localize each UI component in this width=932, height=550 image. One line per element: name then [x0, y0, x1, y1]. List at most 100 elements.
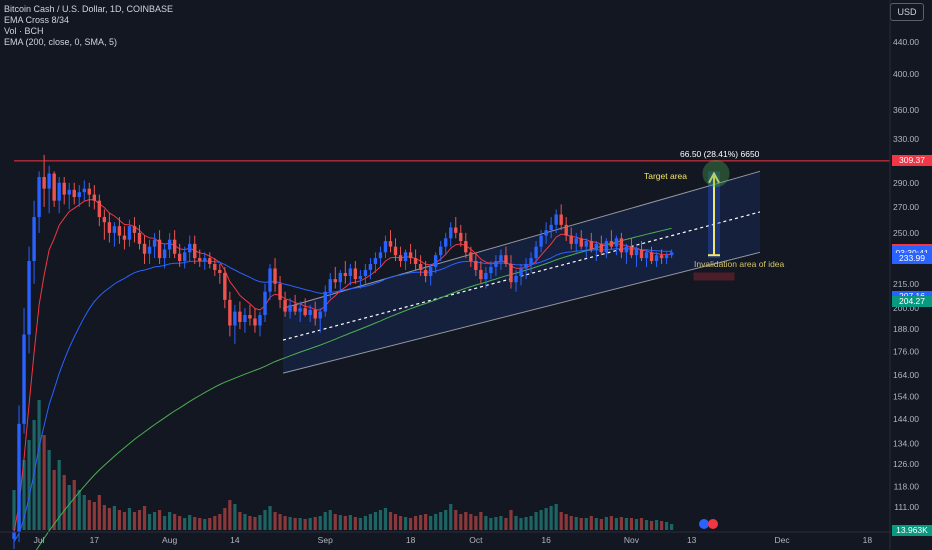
volume-bar — [398, 516, 403, 530]
volume-bar — [313, 517, 317, 530]
price-tick-label: 215.00 — [893, 279, 919, 289]
event-icon — [708, 519, 718, 529]
volume-bar — [403, 517, 408, 530]
candle-body — [564, 224, 568, 236]
candle-body — [634, 249, 639, 256]
price-tick-label: 250.00 — [893, 228, 919, 238]
channel-lower — [282, 251, 761, 374]
price-tick-label: 290.00 — [893, 178, 919, 188]
candle-body — [127, 226, 132, 240]
candle-body — [614, 238, 619, 247]
candle-body — [594, 243, 599, 250]
volume-bar — [504, 518, 508, 530]
volume-bar — [263, 510, 267, 530]
volume-bar — [278, 514, 282, 530]
candle-body — [263, 291, 267, 316]
volume-bar — [223, 508, 227, 530]
candle-body — [32, 217, 36, 262]
candle-body — [12, 532, 16, 539]
candle-body — [449, 227, 453, 239]
volume-bar — [514, 516, 518, 530]
candle-body — [524, 263, 528, 269]
volume-bar — [419, 515, 423, 530]
price-tag: 13.963K — [892, 525, 932, 537]
legend-ema-cross[interactable]: EMA Cross 8/34 — [4, 15, 70, 25]
time-tick-label: 18 — [863, 535, 873, 545]
volume-bar — [604, 517, 608, 530]
legend-volume[interactable]: Vol · BCH — [4, 26, 44, 36]
candle-body — [238, 311, 242, 322]
legend-ema200[interactable]: EMA (200, close, 0, SMA, 5) — [4, 37, 118, 47]
time-tick-label: Jul — [34, 535, 45, 545]
time-axis[interactable]: Jul 17 Aug 14 Sep 18 Oct 16 Nov 13 Dec 18 — [0, 531, 932, 545]
volume-bar — [534, 512, 538, 530]
candle-body — [494, 261, 498, 267]
target-area-label: Target area — [644, 171, 687, 181]
annotations[interactable]: 66.50 (28.41%) 6650 Target area Invalidati… — [14, 149, 890, 529]
candle-body — [469, 252, 473, 262]
target-arrow-head — [708, 171, 720, 184]
candle-body — [609, 241, 614, 247]
candle-body — [413, 258, 418, 264]
candle-body — [644, 252, 649, 259]
candle-body — [373, 258, 378, 264]
volume-bar — [52, 470, 56, 530]
candle-body — [172, 239, 177, 254]
volume-bar — [173, 514, 177, 530]
volume-bar — [12, 490, 16, 530]
volume-bar — [308, 518, 312, 530]
volume-bar — [539, 510, 543, 530]
price-axis[interactable]: 440.00 400.00 360.00 330.00 290.00 270.00 250.… — [889, 0, 919, 550]
ema-lines — [13, 199, 672, 550]
volume-bar — [318, 516, 322, 530]
volume-bar — [569, 516, 573, 530]
volume-bar — [383, 508, 388, 530]
time-tick-label: Sep — [318, 535, 333, 545]
volume-bar — [142, 506, 147, 530]
candle-body — [313, 309, 317, 319]
candle-body — [554, 214, 558, 225]
volume-bar — [449, 504, 453, 530]
volume-bar — [619, 517, 624, 530]
volume-bar — [122, 512, 127, 530]
price-tick-label: 400.00 — [893, 69, 919, 79]
price-tick-label: 134.00 — [893, 438, 919, 448]
volume-bar — [198, 518, 202, 530]
candle-body — [574, 238, 578, 244]
candle-body — [142, 243, 147, 254]
candle-body — [87, 188, 91, 195]
volume-bar — [574, 517, 578, 530]
candle-body — [423, 269, 428, 277]
volume-bar — [298, 518, 302, 530]
time-tick-label: Oct — [469, 535, 483, 545]
candle-body — [67, 189, 71, 195]
volume-bar — [368, 514, 373, 530]
measure-label: 66.50 (28.41%) 6650 — [680, 149, 760, 159]
candle-body — [464, 241, 468, 253]
candle-body — [318, 311, 322, 319]
candle-body — [228, 299, 232, 326]
volume-bar — [414, 516, 418, 530]
candle-body — [398, 255, 403, 262]
volume-bar — [519, 518, 523, 530]
candle-body — [584, 241, 588, 247]
time-tick-label: 14 — [230, 535, 240, 545]
price-tag: 204.27 — [892, 295, 932, 307]
candle-body — [167, 239, 172, 250]
volume-bar — [132, 512, 137, 530]
volume-bar — [348, 515, 352, 530]
volume-bar — [649, 521, 654, 530]
legend-symbol[interactable]: Bitcoin Cash / U.S. Dollar, 1D, COINBASE — [4, 4, 174, 14]
volume-bar — [579, 518, 583, 530]
volume-bar — [378, 510, 383, 530]
volume-bar — [333, 514, 337, 530]
candle-body — [479, 269, 483, 280]
volume-bar — [147, 514, 152, 530]
channel-upper — [282, 170, 761, 309]
candle-body — [549, 224, 553, 231]
candle-body — [223, 272, 227, 300]
volume-bar — [624, 518, 629, 530]
candle-body — [604, 241, 609, 253]
candle-body — [444, 238, 448, 247]
